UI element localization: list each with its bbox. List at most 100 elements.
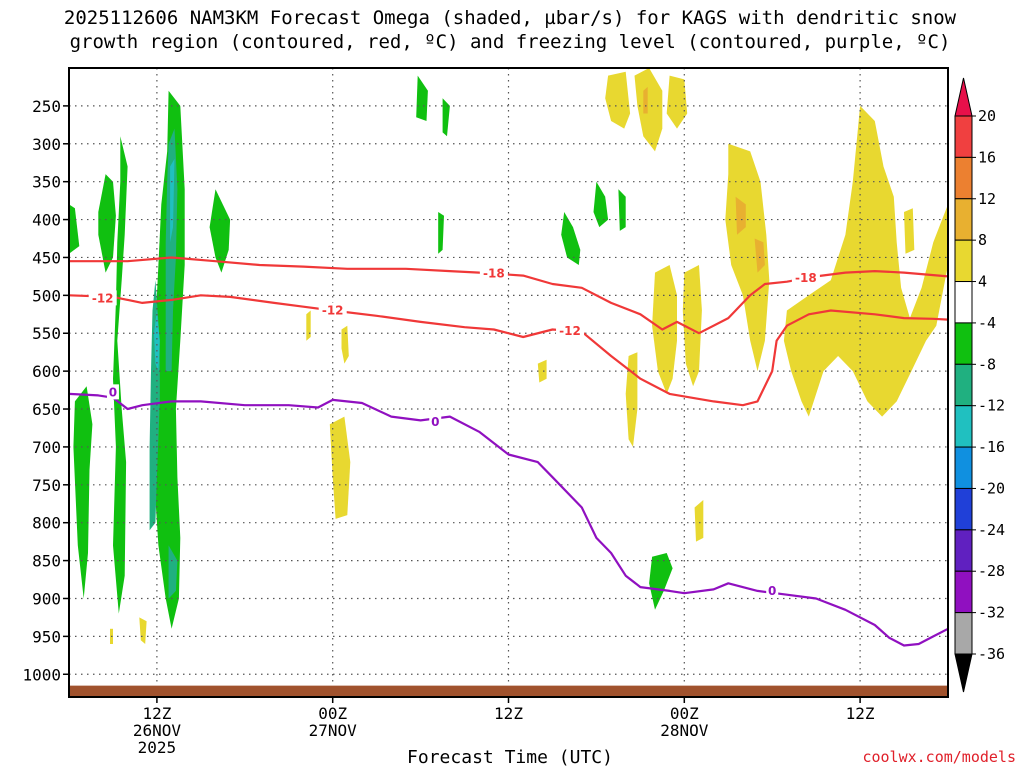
colorbar-label: 12 — [978, 190, 996, 208]
contour-label-bg — [556, 322, 585, 338]
colorbar-label: 4 — [978, 273, 987, 291]
ground-surface — [69, 685, 948, 697]
contour-label: -12 — [92, 291, 114, 305]
x-tick-label: 12Z — [142, 704, 171, 723]
colorbar-label: 16 — [978, 148, 996, 166]
x-tick-label: 00Z — [670, 704, 699, 723]
omega-region-rise_1 — [69, 204, 80, 254]
colorbar-segment — [954, 322, 973, 365]
omega-region-sink_1 — [329, 416, 351, 519]
y-tick-label: 500 — [32, 286, 61, 305]
x-axis-label: Forecast Time (UTC) — [407, 747, 613, 768]
x-tick-label: 12Z — [846, 704, 875, 723]
omega-region-sink_1 — [694, 500, 704, 542]
contour-label-bg — [429, 413, 442, 429]
colorbar-segment — [954, 281, 973, 324]
contour-label: -12 — [559, 324, 581, 338]
omega-region-sink_1 — [139, 617, 147, 644]
colorbar-legend: 20 16 12 8 4 -4 -8 -12 -16 -20 -24 -28 -32 -36 — [954, 77, 1005, 693]
omega-region-rise_2 — [165, 128, 178, 372]
contour-label-bg — [318, 302, 347, 318]
y-tick-label: 700 — [32, 438, 61, 457]
contour-label-bg — [106, 384, 119, 400]
y-tick-label: 450 — [32, 248, 61, 267]
y-tick-label: 550 — [32, 324, 61, 343]
omega-region-sink_1 — [634, 68, 663, 152]
colorbar-label: 20 — [978, 107, 996, 125]
y-axis: 250 300 350 400 450 500 550 600 650 700 750 800 850 9… — [22, 97, 69, 684]
y-tick-label: 650 — [32, 400, 61, 419]
omega-region-rise_3 — [170, 158, 175, 243]
omega-region-sink_2 — [735, 196, 746, 235]
omega-region-rise_1 — [209, 189, 231, 273]
contour-label: 0 — [431, 415, 439, 429]
omega-region-rise_1 — [438, 212, 444, 254]
omega-region-sink_1 — [904, 208, 915, 254]
omega-region-rise_1 — [442, 98, 450, 137]
temperature-contours: -18 -18 -12 -12 -12 0 0 0 — [68, 256, 949, 647]
colorbar-label: -24 — [978, 521, 1005, 539]
y-tick-label: 800 — [32, 514, 61, 533]
omega-region-rise_1 — [618, 189, 626, 231]
omega-region-sink_1 — [306, 310, 311, 341]
contour-label: -18 — [483, 266, 505, 280]
colorbar-label: -28 — [978, 562, 1005, 580]
x-tick-label: 28NOV — [660, 721, 709, 740]
contour-label-bg — [479, 265, 508, 281]
omega-region-sink_2 — [643, 86, 648, 114]
colorbar-segment — [954, 570, 973, 614]
omega-region-sink_1 — [605, 71, 631, 129]
colorbar-segment — [954, 529, 973, 572]
y-tick-label: 600 — [32, 362, 61, 381]
colorbar-segment — [954, 612, 973, 655]
colorbar-label: -32 — [978, 604, 1005, 622]
omega-region-sink_1 — [537, 359, 547, 383]
omega-region-rise_2 — [168, 545, 178, 599]
y-tick-label: 900 — [32, 589, 61, 608]
omega-region-sink_1 — [666, 75, 688, 129]
x-tick-label: 26NOV — [133, 721, 182, 740]
colorbar-label: -8 — [978, 355, 996, 373]
credit-link[interactable]: coolwx.com/models — [862, 748, 1016, 766]
colorbar-bottom-arrow — [954, 653, 973, 693]
omega-region-rise_1 — [649, 553, 673, 610]
colorbar-segment — [954, 446, 973, 489]
omega-region-sink_2 — [754, 238, 765, 273]
omega-region-rise_1 — [561, 212, 581, 265]
contour-freezing-level — [68, 392, 949, 647]
y-tick-label: 850 — [32, 552, 61, 571]
omega-region-sink_1 — [783, 105, 948, 417]
y-tick-label: 950 — [32, 627, 61, 646]
y-tick-label: 750 — [32, 476, 61, 495]
contour-label: 0 — [768, 584, 776, 598]
y-tick-label: 300 — [32, 135, 61, 154]
omega-region-rise_1 — [113, 136, 128, 614]
omega-region-rise_1 — [98, 174, 116, 273]
colorbar-segment — [954, 198, 973, 241]
chart-title-line-1: 2025112606 NAM3KM Forecast Omega (shaded… — [64, 7, 957, 29]
y-tick-label: 350 — [32, 173, 61, 192]
colorbar-label: -36 — [978, 645, 1005, 663]
omega-region-rise_3 — [154, 310, 160, 372]
omega-shading — [69, 68, 948, 644]
contour-label-bg — [766, 582, 779, 598]
omega-region-rise_1 — [73, 386, 93, 599]
plot-area: -18 -18 -12 -12 -12 0 0 0 — [68, 67, 949, 698]
x-tick-label: 27NOV — [309, 721, 358, 740]
omega-region-sink_1 — [625, 352, 638, 447]
colorbar-segment — [954, 405, 973, 448]
contour-label: 0 — [109, 385, 117, 399]
colorbar-label: -4 — [978, 314, 996, 332]
colorbar-segment — [954, 115, 973, 158]
omega-region-rise_1 — [416, 75, 428, 121]
chart-title-line-2: growth region (contoured, red, ºC) and f… — [70, 31, 951, 53]
contour-label-bg — [88, 290, 117, 306]
y-tick-label: 1000 — [22, 665, 61, 684]
omega-region-sink_1 — [341, 325, 349, 364]
x-tick-label: 2025 — [138, 738, 177, 757]
colorbar-segment — [954, 487, 973, 531]
contour-label-bg — [791, 269, 820, 285]
colorbar-segment — [954, 239, 973, 283]
